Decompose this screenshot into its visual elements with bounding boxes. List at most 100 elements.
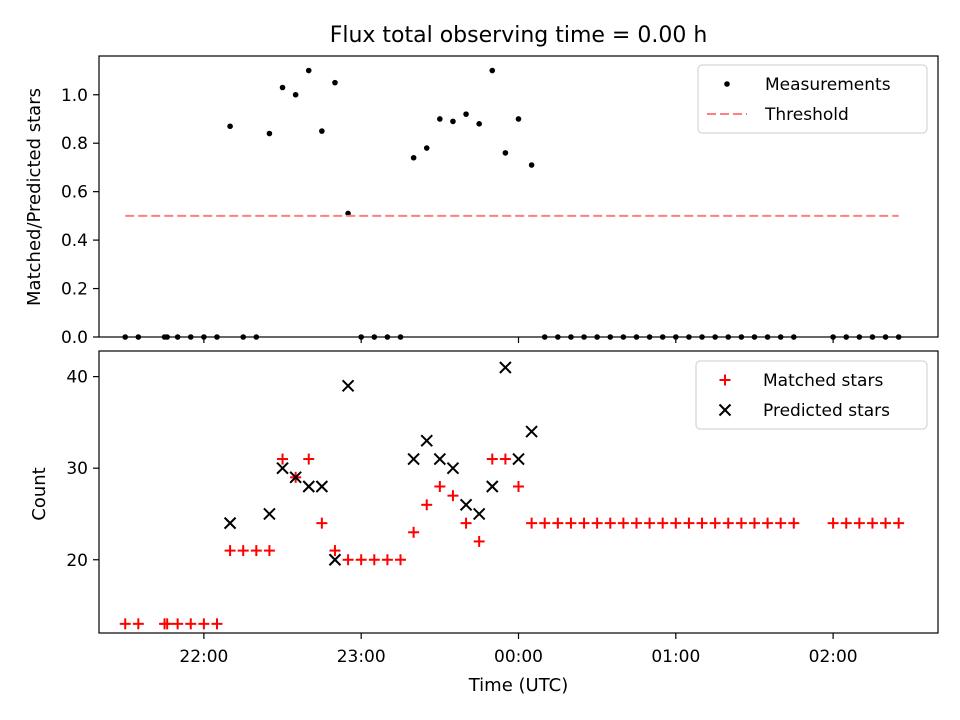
matched-star-point — [395, 554, 407, 566]
y-tick-label: 40 — [66, 368, 88, 388]
matched-star-point — [591, 517, 603, 529]
matched-star-point — [513, 481, 524, 493]
predicted-star-mark-b — [302, 480, 315, 493]
matched-star-point — [840, 517, 852, 529]
y-tick-label: 0.8 — [61, 134, 88, 154]
legend-label: Matched stars — [763, 371, 883, 391]
matched-star-point — [342, 554, 354, 566]
measurement-point — [450, 118, 456, 125]
y-tick-label: 0.2 — [61, 280, 88, 300]
matched-star-point — [788, 517, 800, 529]
predicted-star-point — [525, 425, 538, 438]
x-tick-label: 23:00 — [337, 647, 386, 667]
matched-star-point — [565, 517, 577, 529]
matched-star-point — [696, 517, 708, 529]
predicted-star-point — [446, 461, 460, 475]
measurement-point — [345, 210, 351, 217]
matched-star-point — [132, 618, 144, 630]
predicted-star-mark-b — [328, 553, 342, 566]
x-axis-label: Time (UTC) — [468, 675, 569, 696]
x-tick-label: 02:00 — [809, 647, 858, 667]
matched-star-point — [775, 517, 787, 529]
predicted-star-point — [341, 379, 355, 392]
matched-star-point — [827, 517, 839, 529]
predicted-star-mark-b — [263, 507, 276, 521]
y-axis-label-top: Matched/Predicted stars — [24, 88, 45, 306]
predicted-star-point — [420, 434, 433, 447]
matched-star-point — [644, 517, 656, 529]
legend: Measurements Threshold — [697, 64, 928, 134]
legend-measurement-swatch — [724, 81, 730, 87]
measurement-point — [227, 123, 233, 130]
legend: Matched stars Predicted stars — [695, 360, 928, 430]
predicted-star-mark-b — [512, 452, 525, 466]
predicted-star-mark-b — [407, 452, 420, 466]
top-panel: 0.0 0.2 0.4 0.6 0.8 1.0 Measurements Threshold — [61, 55, 939, 348]
matched-star-point — [355, 554, 367, 566]
legend-box — [695, 360, 928, 430]
predicted-star-point — [499, 361, 512, 374]
matched-star-point — [316, 517, 328, 529]
matched-star-point — [486, 453, 498, 465]
measurement-point — [410, 154, 417, 161]
matched-star-point — [277, 453, 289, 465]
predicted-star-mark-b — [459, 498, 473, 512]
x-tick-label: 00:00 — [494, 647, 543, 667]
matched-star-point — [657, 517, 669, 529]
legend-label: Threshold — [764, 105, 849, 125]
predicted-star-mark-b — [486, 480, 499, 493]
matched-star-point — [499, 453, 511, 465]
matched-star-point — [630, 517, 642, 529]
matched-star-point — [578, 517, 590, 529]
x-tick-label: 01:00 — [651, 647, 700, 667]
y-axis-label-bottom: Count — [29, 467, 50, 520]
matched-star-point — [880, 517, 892, 529]
matched-star-point — [250, 545, 262, 557]
predicted-star-point — [328, 553, 342, 566]
matched-star-point — [303, 453, 315, 465]
matched-star-point — [853, 517, 865, 529]
matched-star-point — [893, 517, 905, 529]
predicted-star-point — [407, 452, 420, 466]
predicted-star-mark-b — [420, 434, 433, 447]
measurement-point — [332, 79, 338, 86]
measurement-point — [319, 128, 325, 134]
predicted-star-mark-b — [446, 461, 460, 475]
y-tick-label: 1.0 — [61, 86, 88, 106]
y-tick-label: 30 — [66, 459, 88, 479]
matched-star-point — [670, 517, 682, 529]
matched-star-point — [735, 517, 747, 529]
predicted-star-point — [276, 461, 289, 475]
matched-star-point — [473, 535, 485, 547]
matched-star-point — [722, 517, 734, 529]
predicted-star-point — [223, 516, 237, 530]
matched-star-point — [172, 618, 184, 630]
matched-star-point — [408, 526, 420, 538]
matched-star-point — [263, 545, 275, 557]
matched-star-point — [447, 490, 459, 502]
measurement-point — [463, 111, 469, 117]
predicted-star-point — [486, 480, 499, 493]
predicted-star-point — [512, 452, 525, 466]
y-tick-label: 0.6 — [61, 183, 88, 203]
predicted-star-point — [289, 471, 302, 484]
measurement-point — [528, 162, 535, 168]
legend-predicted-swatch-b — [718, 403, 732, 417]
matched-star-point — [161, 618, 173, 630]
predicted-star-mark-b — [276, 461, 289, 475]
matched-star-point — [421, 499, 433, 511]
predicted-star-mark-b — [433, 452, 447, 466]
measurement-point — [437, 116, 443, 122]
matched-star-point — [683, 517, 695, 529]
predicted-star-point — [472, 507, 486, 521]
predicted-star-point — [315, 480, 329, 493]
matched-star-point — [460, 517, 472, 529]
measurement-point — [305, 67, 312, 74]
matched-star-point — [381, 554, 393, 566]
measurement-point — [476, 121, 482, 127]
predicted-star-mark-b — [525, 425, 538, 438]
measurement-point — [292, 91, 299, 98]
bottom-panel: 20 30 40 22:00 23:00 00:00 01:00 02:00 Matched s… — [66, 350, 939, 667]
matched-star-point — [539, 517, 551, 529]
